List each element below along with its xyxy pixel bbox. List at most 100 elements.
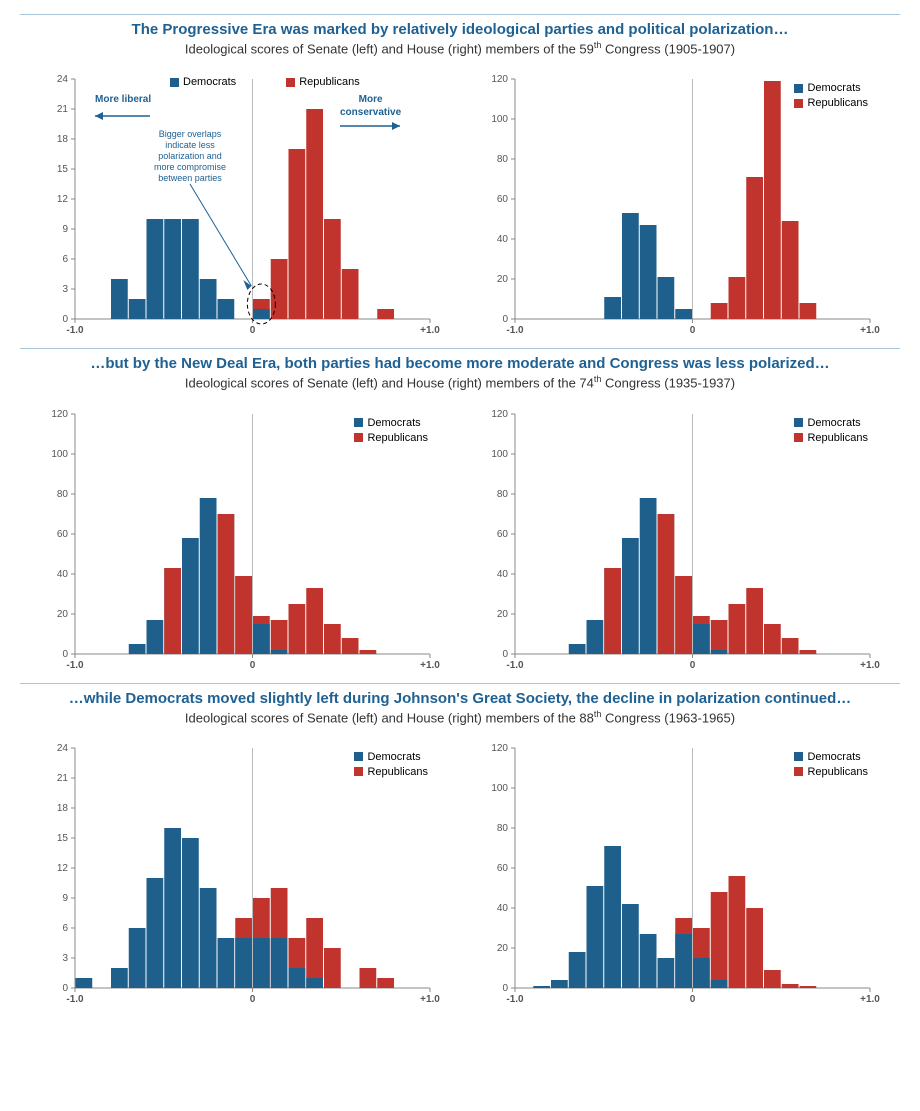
y-tick-label: 6	[62, 923, 68, 934]
x-tick-label: +1.0	[860, 660, 880, 671]
x-tick-label: +1.0	[860, 994, 880, 1005]
bar	[693, 958, 710, 988]
bar	[306, 918, 323, 988]
x-tick-label: -1.0	[66, 325, 84, 336]
x-tick-label: +1.0	[420, 660, 440, 671]
bar	[764, 624, 781, 654]
legend-label: Democrats	[807, 417, 860, 429]
legend-item-rep: Republicans	[794, 432, 868, 444]
x-tick-label: -1.0	[66, 994, 84, 1005]
legend-swatch	[794, 767, 803, 776]
legend-label: Democrats	[807, 751, 860, 763]
x-tick-label: -1.0	[66, 660, 84, 671]
bar	[253, 309, 270, 319]
bar	[147, 878, 164, 988]
bar	[111, 279, 128, 319]
bar	[218, 299, 235, 319]
y-tick-label: 100	[491, 783, 508, 794]
bar	[306, 588, 323, 654]
legend: DemocratsRepublicans	[354, 417, 428, 447]
y-tick-label: 120	[51, 409, 68, 420]
legend-item-rep: Republicans	[286, 76, 360, 88]
y-tick-label: 24	[57, 743, 69, 754]
bar	[800, 650, 817, 654]
bar	[782, 984, 799, 988]
bar	[711, 303, 728, 319]
bar	[76, 978, 93, 988]
legend-swatch	[794, 99, 803, 108]
bar	[235, 938, 252, 988]
bar	[129, 644, 146, 654]
legend-swatch	[794, 84, 803, 93]
bar	[782, 638, 799, 654]
bar	[622, 904, 639, 988]
legend-swatch	[794, 418, 803, 427]
bar	[360, 968, 377, 988]
bar	[640, 225, 657, 319]
x-tick-label: -1.0	[506, 660, 524, 671]
legend-swatch	[354, 767, 363, 776]
y-tick-label: 9	[62, 893, 68, 904]
bar	[675, 934, 692, 988]
y-tick-label: 120	[491, 409, 508, 420]
y-tick-label: 3	[62, 953, 68, 964]
bar	[324, 219, 341, 319]
bar	[711, 892, 728, 988]
bar	[182, 838, 199, 988]
y-tick-label: 60	[57, 529, 69, 540]
legend-item-dem: Democrats	[794, 751, 868, 763]
bar	[182, 219, 199, 319]
bar	[200, 498, 217, 654]
y-tick-label: 100	[491, 114, 508, 125]
chart: 020406080100120-1.00+1.0DemocratsRepubli…	[40, 399, 440, 679]
y-tick-label: 60	[497, 529, 509, 540]
y-tick-label: 40	[497, 903, 509, 914]
charts-row: 020406080100120-1.00+1.0DemocratsRepubli…	[20, 399, 900, 679]
section-divider	[20, 348, 900, 349]
y-tick-label: 60	[497, 863, 509, 874]
bar	[289, 149, 306, 319]
legend: DemocratsRepublicans	[354, 751, 428, 781]
legend: DemocratsRepublicans	[170, 76, 360, 91]
bar	[800, 986, 817, 988]
bar	[711, 620, 728, 654]
bar	[658, 514, 675, 654]
legend-label: Democrats	[367, 751, 420, 763]
y-tick-label: 24	[57, 74, 69, 85]
bar	[289, 604, 306, 654]
y-tick-label: 0	[502, 314, 508, 325]
y-tick-label: 100	[491, 449, 508, 460]
y-tick-label: 120	[491, 74, 508, 85]
bar	[729, 604, 746, 654]
legend-item-rep: Republicans	[794, 766, 868, 778]
bar	[271, 620, 288, 654]
bar	[289, 968, 306, 988]
bar	[782, 221, 799, 319]
legend-swatch	[286, 78, 295, 87]
legend-swatch	[354, 752, 363, 761]
bar	[764, 81, 781, 319]
section-subtitle: Ideological scores of Senate (left) and …	[20, 374, 900, 390]
x-tick-label: 0	[690, 660, 696, 671]
legend-item-dem: Democrats	[354, 417, 428, 429]
bar	[640, 498, 657, 654]
y-tick-label: 80	[57, 489, 69, 500]
bar	[218, 938, 235, 988]
y-tick-label: 80	[497, 154, 509, 165]
legend-swatch	[794, 752, 803, 761]
y-tick-label: 20	[497, 943, 509, 954]
y-tick-label: 6	[62, 254, 68, 265]
bar	[604, 297, 621, 319]
x-tick-label: -1.0	[506, 994, 524, 1005]
bar	[711, 650, 728, 654]
y-tick-label: 9	[62, 224, 68, 235]
y-tick-label: 0	[502, 983, 508, 994]
bar	[182, 538, 199, 654]
legend-label: Democrats	[807, 82, 860, 94]
bar	[587, 886, 604, 988]
legend-item-dem: Democrats	[794, 417, 868, 429]
legend-item-dem: Democrats	[354, 751, 428, 763]
y-tick-label: 0	[62, 314, 68, 325]
bar	[764, 970, 781, 988]
x-tick-label: 0	[690, 325, 696, 336]
